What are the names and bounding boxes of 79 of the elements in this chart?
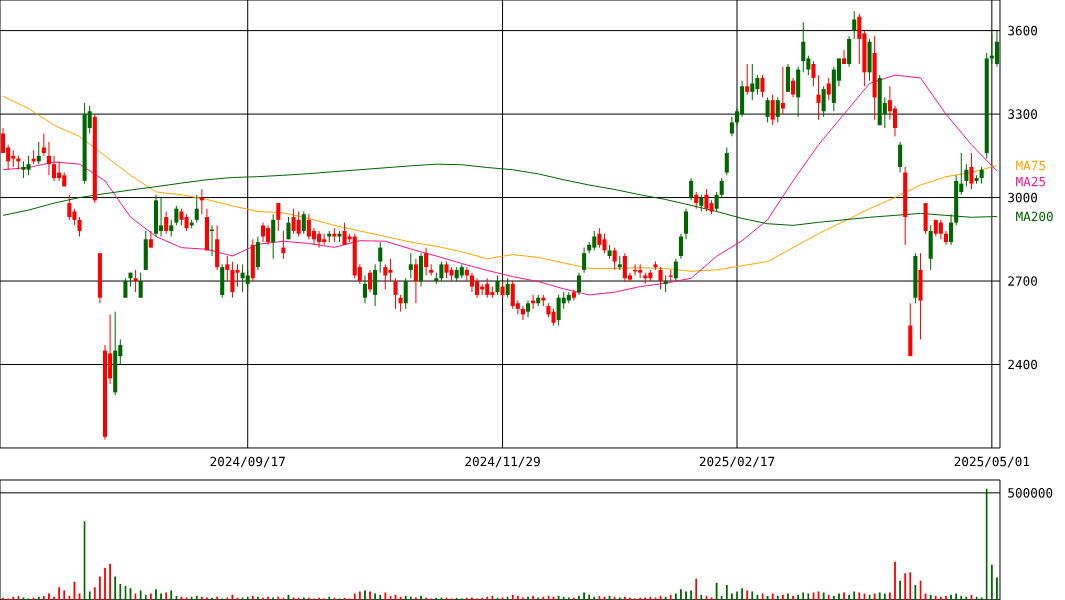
candlestick xyxy=(368,269,373,293)
candlestick xyxy=(760,74,765,98)
series-label: MA200 xyxy=(1016,211,1053,222)
x-tick-label: 2025/02/17 xyxy=(699,456,775,468)
candlestick xyxy=(245,269,250,290)
candlestick xyxy=(684,208,689,240)
candlestick xyxy=(714,191,719,212)
candlestick xyxy=(408,252,413,279)
candlestick xyxy=(403,277,408,310)
candlestick xyxy=(898,141,903,174)
candlestick xyxy=(495,274,500,296)
candlestick xyxy=(276,202,281,232)
candlestick xyxy=(994,30,999,68)
candlestick xyxy=(969,152,974,190)
candlestick xyxy=(439,261,444,282)
candlestick xyxy=(260,222,266,243)
candlestick xyxy=(77,216,82,238)
candlestick xyxy=(133,269,138,293)
candlestick xyxy=(816,74,821,121)
candlestick xyxy=(780,66,785,115)
candlestick xyxy=(801,21,806,73)
candlestick xyxy=(271,213,276,260)
y-tick-label: 500000 xyxy=(1008,488,1053,498)
candlestick xyxy=(52,155,57,182)
candlestick xyxy=(46,141,51,176)
candlestick xyxy=(378,241,383,274)
x-tick-label: 2024/09/17 xyxy=(210,456,285,468)
candlestick xyxy=(770,94,775,126)
candlestick xyxy=(750,63,755,101)
candlestick xyxy=(296,210,301,238)
y-tick-label: 2700 xyxy=(1008,276,1038,286)
candlestick xyxy=(852,10,857,40)
candlestick xyxy=(571,288,576,302)
candlestick xyxy=(729,116,734,137)
candlestick xyxy=(26,155,31,176)
candlestick xyxy=(225,255,230,282)
candlestick xyxy=(811,60,816,87)
candlestick xyxy=(301,210,306,235)
candlestick xyxy=(194,194,199,224)
candlestick xyxy=(41,133,46,157)
series-label: MA25 xyxy=(1016,176,1046,187)
candlestick xyxy=(964,163,969,187)
candlestick xyxy=(658,266,663,290)
y-tick-label: 3600 xyxy=(1008,25,1038,36)
candlestick xyxy=(383,263,388,290)
candlestick xyxy=(826,77,831,101)
candlestick xyxy=(612,247,617,271)
candlestick xyxy=(138,272,143,299)
candlestick xyxy=(576,272,582,296)
candlestick xyxy=(67,194,72,221)
candlestick xyxy=(582,247,587,274)
y-tick-label: 2400 xyxy=(1008,359,1038,370)
candlestick xyxy=(678,233,683,260)
candlestick xyxy=(424,247,429,276)
candlestick xyxy=(413,258,418,304)
candlestick xyxy=(469,272,475,293)
candlestick xyxy=(724,146,729,176)
y-tick-label: 3000 xyxy=(1008,192,1038,203)
candlestick xyxy=(841,49,847,65)
candlestick xyxy=(164,210,169,235)
y-tick-label: 3300 xyxy=(1008,109,1038,119)
candlestick xyxy=(719,177,724,199)
candlestick xyxy=(174,205,179,226)
candlestick xyxy=(505,277,510,299)
candlestick xyxy=(123,277,128,299)
x-tick-label: 2025/05/01 xyxy=(954,456,1030,468)
candlestick xyxy=(362,274,367,304)
x-tick-label: 2024/11/29 xyxy=(465,456,540,468)
candlestick xyxy=(791,77,796,98)
candlestick xyxy=(938,219,943,240)
candlestick xyxy=(393,277,398,310)
candlestick xyxy=(745,63,750,96)
candlestick xyxy=(673,258,678,282)
candlestick xyxy=(821,85,826,118)
series-label: MA75 xyxy=(1016,160,1046,171)
candlestick xyxy=(765,96,770,123)
candlestick xyxy=(148,230,153,249)
candlestick xyxy=(775,96,780,123)
candlestick xyxy=(689,177,694,201)
